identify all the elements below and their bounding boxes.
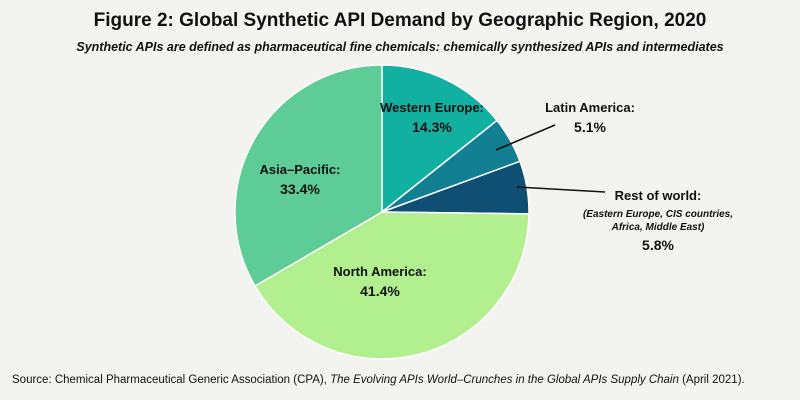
value-label-western-europe: 14.3%: [412, 119, 452, 135]
value-label-asia-pacific: 33.4%: [280, 181, 320, 197]
value-label-rest-of-world: 5.8%: [642, 237, 674, 253]
source-note: Source: Chemical Pharmaceutical Generic …: [12, 374, 745, 386]
source-publication: The Evolving APIs World–Crunches in the …: [330, 374, 679, 386]
pie-slice-north-america: [253, 211, 530, 360]
chart-subtitle: Synthetic APIs are defined as pharmaceut…: [76, 40, 724, 54]
value-label-north-america: 41.4%: [360, 283, 400, 299]
pie-slice-asia-pacific: [234, 64, 383, 288]
pie-slice-western-europe: [381, 64, 499, 214]
label-rest-of-world: Rest of world:: [615, 188, 702, 203]
label-note-rest-of-world: Africa, Middle East): [611, 222, 705, 233]
value-label-latin-america: 5.1%: [574, 119, 606, 135]
label-note-rest-of-world: (Eastern Europe, CIS countries,: [583, 209, 733, 220]
label-north-america: North America:: [333, 264, 426, 279]
label-latin-america: Latin America:: [545, 100, 635, 115]
label-western-europe: Western Europe:: [380, 100, 484, 115]
leader-line-rest-of-world: [516, 186, 606, 193]
leader-line-latin-america: [495, 124, 556, 151]
chart-title: Figure 2: Global Synthetic API Demand by…: [93, 10, 707, 31]
label-asia-pacific: Asia–Pacific:: [260, 162, 341, 177]
source-prefix: Source: Chemical Pharmaceutical Generic …: [12, 374, 331, 386]
source-suffix: (April 2021).: [678, 374, 745, 386]
